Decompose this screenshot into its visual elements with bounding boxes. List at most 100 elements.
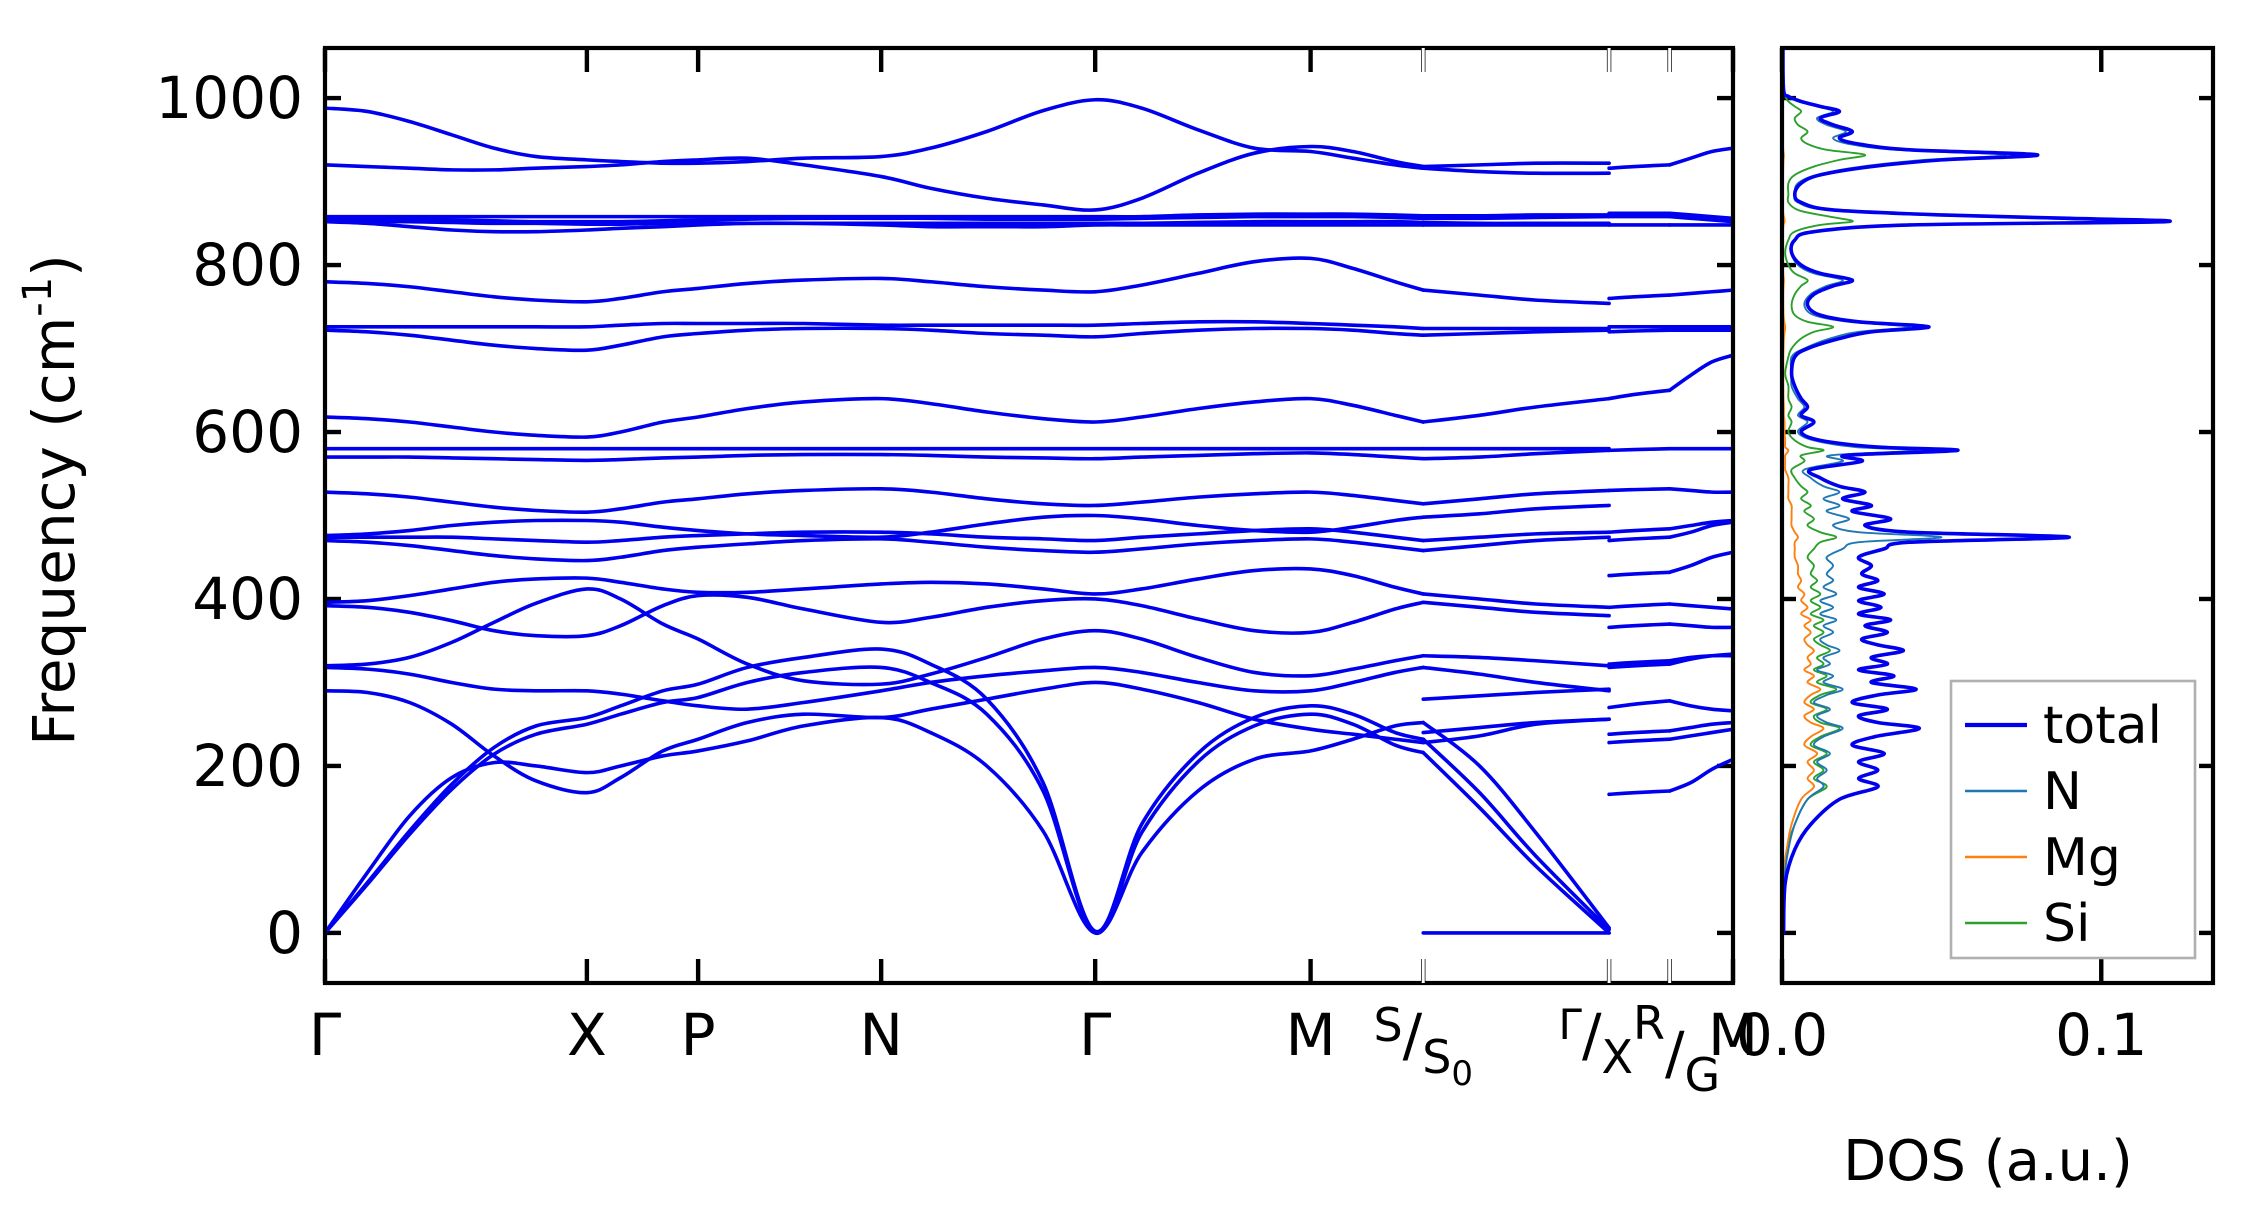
legend-box[interactable] <box>1949 679 2197 960</box>
band-line <box>1421 530 1611 543</box>
band-line <box>1607 570 1672 578</box>
band-line <box>327 593 1426 639</box>
band-line <box>327 396 1426 439</box>
band-line <box>327 256 1426 304</box>
band-lines <box>327 97 1731 935</box>
band-line <box>1421 488 1611 506</box>
band-line <box>1607 163 1672 171</box>
band-line <box>1421 535 1611 553</box>
band-line <box>327 212 1426 219</box>
band-line <box>1607 789 1672 797</box>
band-line <box>1421 717 1611 735</box>
band-line <box>327 587 1426 687</box>
band-line <box>1421 665 1611 693</box>
band-line <box>327 219 1426 234</box>
band-line <box>1667 602 1731 611</box>
band-line <box>1607 602 1672 610</box>
legend-label-total: total <box>2043 696 2162 756</box>
dos-axes <box>1779 45 2216 986</box>
x-tick-label-gamma-2: Γ <box>1079 1001 1111 1069</box>
legend-item-N[interactable]: N <box>1965 762 2082 822</box>
band-line <box>1607 658 1672 666</box>
legend-label-N: N <box>2043 762 2082 822</box>
band-line <box>1607 527 1672 534</box>
band-line <box>1607 737 1672 745</box>
dos-x-tick-label: 0.0 <box>1736 1001 1828 1069</box>
band-line <box>1667 518 1731 531</box>
band-line <box>327 486 1426 515</box>
band-line <box>1421 161 1611 169</box>
dos-tick-labels: 0.0 0.1 <box>1736 1001 2148 1069</box>
band-line <box>1667 211 1731 220</box>
band-line <box>327 451 1426 463</box>
band-line <box>1607 293 1672 301</box>
x-tick-label-n: N <box>859 1001 902 1069</box>
y-tick-label: 200 <box>192 732 303 800</box>
band-line <box>1667 520 1731 540</box>
band-line <box>327 513 1426 540</box>
band-line <box>1421 396 1611 424</box>
dos-line-Mg <box>1784 146 1825 890</box>
legend-item-total[interactable]: total <box>1965 696 2162 756</box>
band-line <box>1607 699 1672 710</box>
band-line <box>1667 758 1731 793</box>
band-line <box>327 665 1426 712</box>
band-line <box>327 566 1426 605</box>
legend-label-Mg: Mg <box>2043 828 2121 888</box>
band-line <box>1421 214 1611 221</box>
dos-lines <box>1784 50 2172 935</box>
band-line <box>327 326 1426 353</box>
band-line <box>1421 213 1611 218</box>
y-tick-label: 0 <box>266 899 303 967</box>
y-tick-label: 600 <box>192 398 303 466</box>
x-tick-label-p: P <box>681 1001 716 1069</box>
band-line <box>1667 486 1731 495</box>
band-line <box>1421 687 1611 701</box>
band-line <box>1421 448 1611 461</box>
band-line <box>1667 550 1731 575</box>
band-line <box>1607 486 1672 493</box>
x-tick-label-x: X <box>567 1001 607 1069</box>
band-line <box>1607 535 1672 543</box>
band-line <box>1607 622 1672 630</box>
band-line <box>1667 146 1731 167</box>
dos-x-axis-label: DOS (a.u.) <box>1843 1129 2133 1194</box>
dos-axes-frame <box>1779 45 2216 986</box>
band-line <box>1607 388 1672 401</box>
dos-x-axis-title: DOS (a.u.) <box>1843 1129 2133 1194</box>
band-structure-axes <box>322 45 1736 986</box>
legend-item-Mg[interactable]: Mg <box>1965 828 2121 888</box>
band-line <box>1421 503 1611 519</box>
band-line <box>327 144 1426 212</box>
y-tick-label: 1000 <box>155 64 303 132</box>
dos-x-tick-label: 0.1 <box>2055 1001 2147 1069</box>
band-line <box>1421 288 1611 306</box>
y-tick-label: 800 <box>192 231 303 299</box>
band-line <box>1667 353 1731 393</box>
band-line <box>327 537 1426 563</box>
y-axis-label-text: Frequency (cm-1) <box>15 254 88 746</box>
x-tick-label-gamma-1: Γ <box>309 1001 341 1069</box>
band-line <box>1667 214 1731 224</box>
band-line <box>1421 737 1611 932</box>
band-curves-group <box>327 97 1731 935</box>
legend-item-Si[interactable]: Si <box>1965 894 2090 954</box>
dos-line-total <box>1784 50 2172 935</box>
band-line <box>1421 592 1611 610</box>
band-line <box>1667 622 1731 630</box>
dos-line-Si <box>1784 90 1866 890</box>
y-axis-label: Frequency (cm-1) <box>15 254 88 746</box>
band-line <box>1607 729 1672 737</box>
band-line <box>327 319 1426 331</box>
band-line <box>1667 288 1731 297</box>
band-line <box>1421 720 1611 930</box>
legend-label-Si: Si <box>2043 894 2090 954</box>
band-line <box>1421 653 1611 668</box>
band-line <box>1421 750 1611 935</box>
band-line <box>1421 328 1611 337</box>
band-line <box>1421 166 1611 176</box>
